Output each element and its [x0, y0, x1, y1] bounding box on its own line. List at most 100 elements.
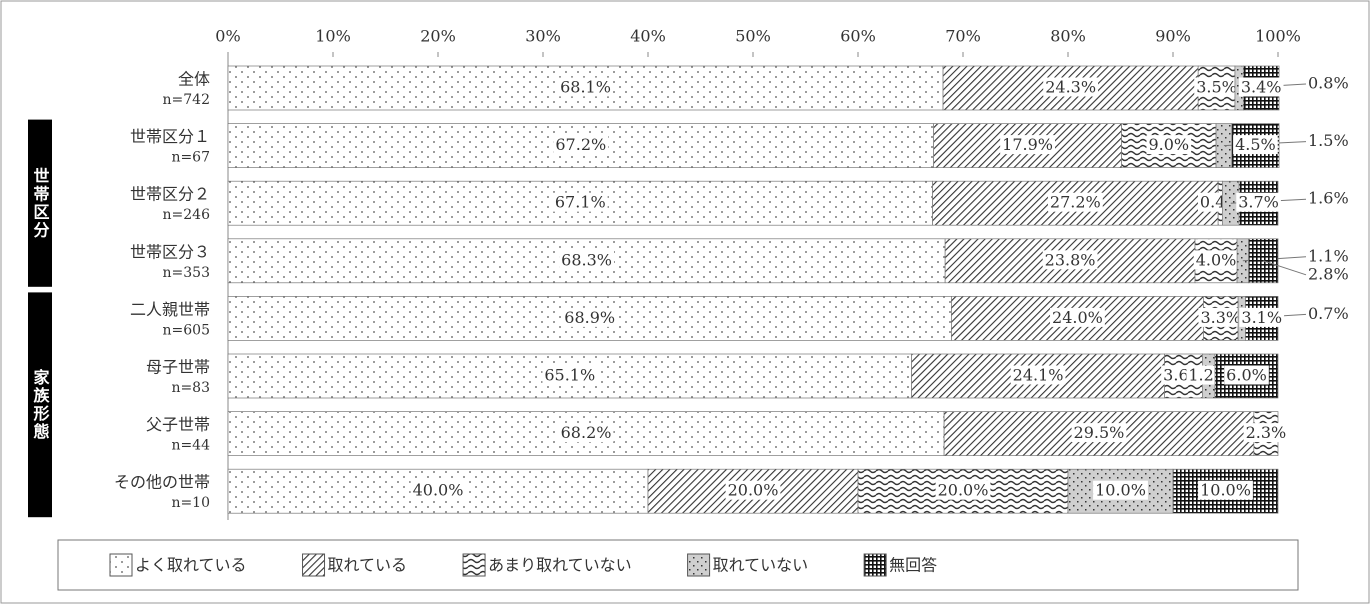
legend-box: [57, 539, 1299, 591]
value-label: 67.1%: [555, 193, 606, 212]
label-bg: [1042, 250, 1098, 270]
x-tick-label: 90%: [1155, 27, 1191, 46]
legend-label: 無回答: [889, 556, 937, 575]
category-sublabel: n=44: [171, 438, 210, 454]
legend-swatch: [462, 553, 486, 577]
category-sublabel: n=605: [163, 322, 210, 338]
legend-swatch: [687, 553, 711, 577]
value-label: 20.0%: [728, 481, 779, 500]
group-box: [28, 292, 52, 518]
value-label: 2.3%: [1246, 423, 1287, 442]
category-label: 世帯区分２: [130, 185, 210, 204]
label-bg: [559, 250, 614, 270]
legend-swatch: [109, 553, 133, 577]
category-label: 全体: [178, 70, 210, 89]
value-label: 2.8%: [1308, 264, 1349, 283]
x-tick-label: 80%: [1050, 27, 1086, 46]
x-tick-label: 100%: [1255, 27, 1301, 46]
label-bg: [1243, 423, 1289, 443]
value-label: 1.5%: [1308, 131, 1349, 150]
value-label: 24.1%: [1013, 366, 1064, 385]
value-label: 3.1%: [1241, 308, 1282, 327]
category-label: 父子世帯: [146, 415, 210, 434]
value-label: 4.0%: [1196, 250, 1237, 269]
label-bg: [410, 480, 466, 500]
value-label: 1.6%: [1308, 189, 1349, 208]
legend-label: あまり取れていない: [488, 556, 632, 575]
value-label: 0.7%: [1308, 304, 1349, 323]
category-sublabel: n=67: [171, 150, 210, 166]
legend-label: 取れている: [328, 556, 408, 575]
value-label: 3.3%: [1200, 308, 1241, 327]
category-label: 二人親世帯: [130, 300, 210, 319]
value-label: 27.2%: [1050, 193, 1101, 212]
x-tick-label: 20%: [420, 27, 456, 46]
x-tick-label: 50%: [735, 27, 771, 46]
category-sublabel: n=83: [171, 380, 210, 396]
x-tick-label: 0%: [215, 27, 240, 46]
value-label: 68.2%: [561, 423, 612, 442]
label-bg: [562, 307, 618, 327]
x-tick-label: 60%: [840, 27, 876, 46]
value-label: 20.0%: [938, 481, 989, 500]
value-label: 4.5%: [1235, 135, 1276, 154]
legend-label: 取れていない: [713, 556, 809, 575]
bar-segment: [1121, 123, 1217, 168]
category-label: 世帯区分３: [130, 242, 210, 261]
category-label: 世帯区分１: [130, 127, 210, 146]
x-tick-label: 40%: [630, 27, 666, 46]
value-label: 10.0%: [1095, 481, 1146, 500]
value-label: 40.0%: [413, 481, 464, 500]
value-label: 68.9%: [564, 308, 615, 327]
value-label: 17.9%: [1002, 135, 1053, 154]
label-bg: [935, 480, 991, 500]
value-label: 10.0%: [1200, 481, 1251, 500]
group-label: 世帯区分: [31, 167, 50, 239]
value-label: 68.3%: [561, 250, 612, 269]
label-bg: [1146, 135, 1192, 155]
label-bg: [1198, 480, 1253, 500]
category-sublabel: n=10: [171, 495, 210, 511]
label-bg: [1010, 365, 1066, 385]
label-bg: [1000, 135, 1055, 155]
category-label: 母子世帯: [146, 358, 210, 377]
value-label: 68.1%: [560, 78, 611, 97]
value-label: 3.7%: [1238, 193, 1279, 212]
value-label: 24.0%: [1052, 308, 1103, 327]
label-bg: [1224, 365, 1269, 385]
bar-segment: [1248, 238, 1279, 284]
label-bg: [1239, 307, 1285, 327]
label-bg: [1043, 77, 1099, 97]
category-label: その他の世帯: [114, 473, 210, 492]
x-tick-label: 30%: [525, 27, 561, 46]
label-bg: [725, 480, 781, 500]
label-bg: [1238, 77, 1284, 97]
label-bg: [1071, 423, 1127, 443]
leader-line: [1263, 260, 1307, 276]
label-bg: [553, 135, 609, 155]
category-sublabel: n=742: [163, 92, 210, 108]
label-bg: [1193, 250, 1239, 270]
value-label: 24.3%: [1045, 78, 1096, 97]
group-label: 家族形態: [31, 368, 50, 441]
value-label: 0.8%: [1308, 74, 1349, 93]
label-bg: [1093, 480, 1148, 500]
label-bg: [1047, 192, 1103, 212]
value-label: 67.2%: [555, 135, 606, 154]
category-sublabel: n=246: [163, 207, 211, 223]
value-label: 29.5%: [1074, 423, 1125, 442]
x-tick-label: 70%: [945, 27, 981, 46]
group-box: [28, 119, 52, 287]
label-bg: [1198, 307, 1244, 327]
value-label: 23.8%: [1045, 250, 1096, 269]
value-label: 3.4%: [1241, 78, 1282, 97]
legend-swatch: [302, 553, 326, 577]
label-bg: [558, 423, 614, 443]
legend-label: よく取れている: [135, 556, 247, 575]
value-label: 65.1%: [544, 366, 595, 385]
x-tick-label: 10%: [315, 27, 351, 46]
value-label: 1.1%: [1308, 246, 1349, 265]
label-bg: [1194, 77, 1239, 97]
